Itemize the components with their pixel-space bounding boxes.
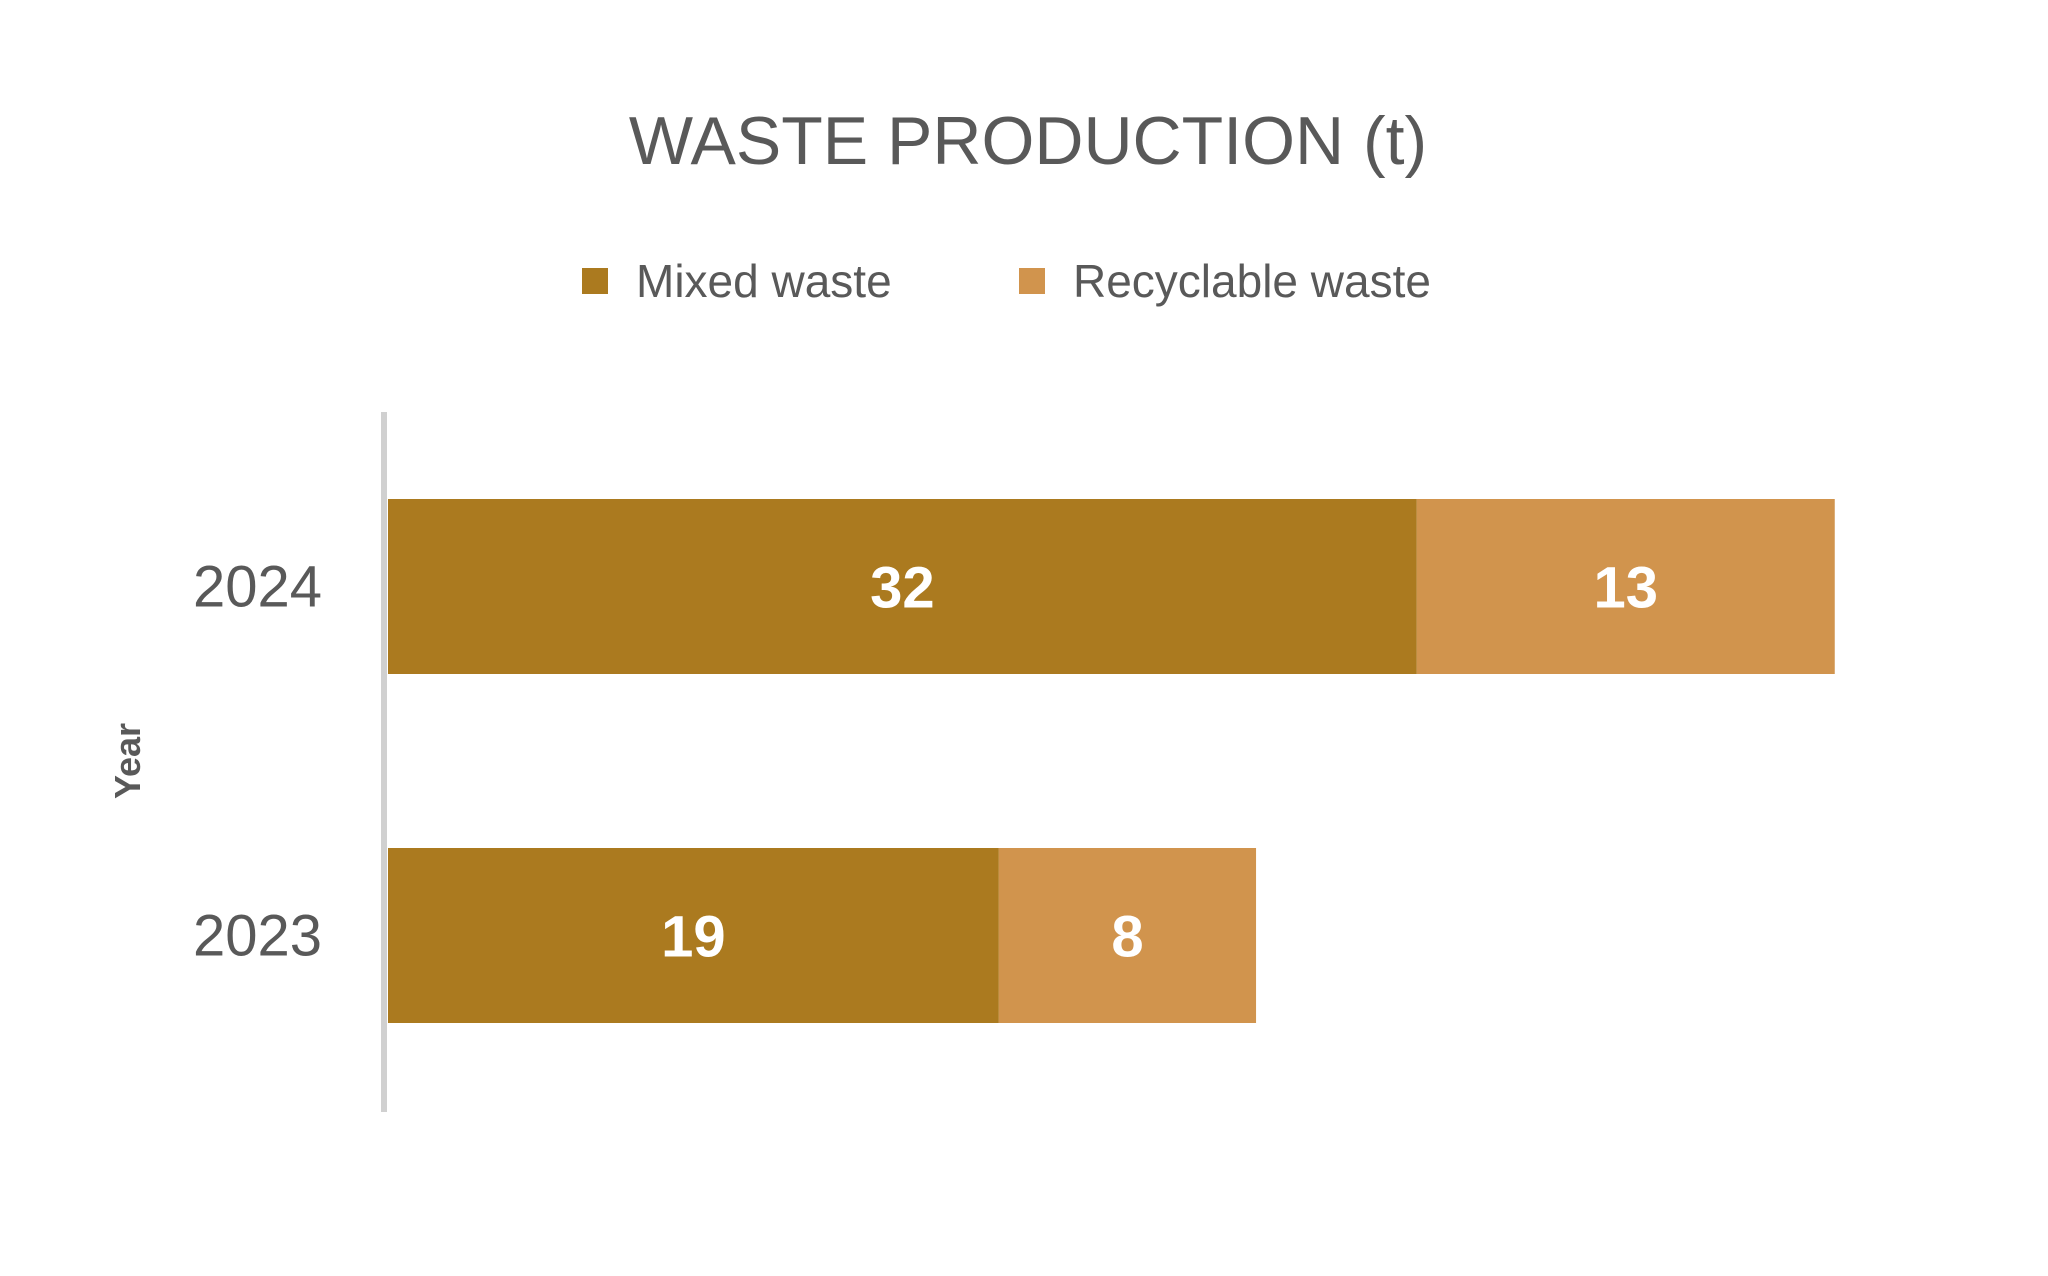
chart-title: WASTE PRODUCTION (t) [629, 103, 1427, 179]
y-axis-title: Year [107, 723, 148, 799]
bars [388, 499, 1835, 1023]
category-label-2023: 2023 [193, 904, 322, 969]
bar-2024-series-1 [388, 499, 1417, 674]
data-label-2023-series-1: 19 [661, 905, 726, 970]
legend-label-1: Mixed waste [636, 255, 892, 307]
bar-2023-series-2 [998, 848, 1257, 1023]
data-label-2024-series-1: 32 [870, 556, 935, 621]
legend-swatch-2 [1019, 268, 1045, 294]
category-label-2024: 2024 [193, 555, 322, 620]
data-label-2023-series-2: 8 [1111, 905, 1143, 970]
legend-swatch-1 [582, 268, 608, 294]
legend-label-2: Recyclable waste [1073, 255, 1431, 307]
data-label-2024-series-2: 13 [1594, 556, 1659, 621]
category-labels: 2024 2023 [193, 555, 322, 969]
legend: Mixed waste Recyclable waste [582, 255, 1431, 307]
bar-2024-series-2 [1416, 499, 1835, 674]
bar-2023-series-1 [388, 848, 999, 1023]
data-labels: 32 13 19 8 [661, 556, 1658, 970]
